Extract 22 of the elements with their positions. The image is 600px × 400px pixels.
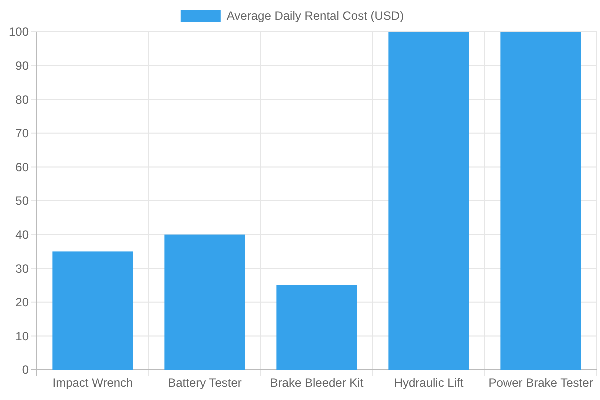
y-tick-label: 30	[16, 262, 30, 276]
y-tick-label: 100	[8, 25, 30, 40]
bar	[500, 32, 582, 370]
x-tick-label: Power Brake Tester	[488, 376, 594, 390]
y-tick-label: 40	[16, 228, 30, 242]
bar	[276, 286, 358, 370]
y-tick-label: 50	[16, 194, 30, 208]
x-tick-label: Hydraulic Lift	[394, 376, 464, 390]
y-tick-label: 10	[16, 329, 30, 344]
bar	[164, 234, 246, 370]
y-tick-label: 20	[16, 296, 30, 310]
y-tick-label: 60	[16, 160, 30, 174]
y-tick-label: 70	[16, 126, 30, 141]
x-tick-label: Impact Wrench	[52, 376, 134, 390]
y-tick-label: 80	[16, 92, 30, 107]
x-tick-label: Brake Bleeder Kit	[270, 376, 364, 390]
bar	[388, 32, 470, 370]
legend-label: Average Daily Rental Cost (USD)	[226, 9, 404, 24]
x-tick-label: Battery Tester	[168, 376, 242, 390]
bar	[52, 252, 134, 370]
y-tick-label: 0	[22, 363, 30, 378]
y-tick-label: 90	[16, 59, 30, 73]
